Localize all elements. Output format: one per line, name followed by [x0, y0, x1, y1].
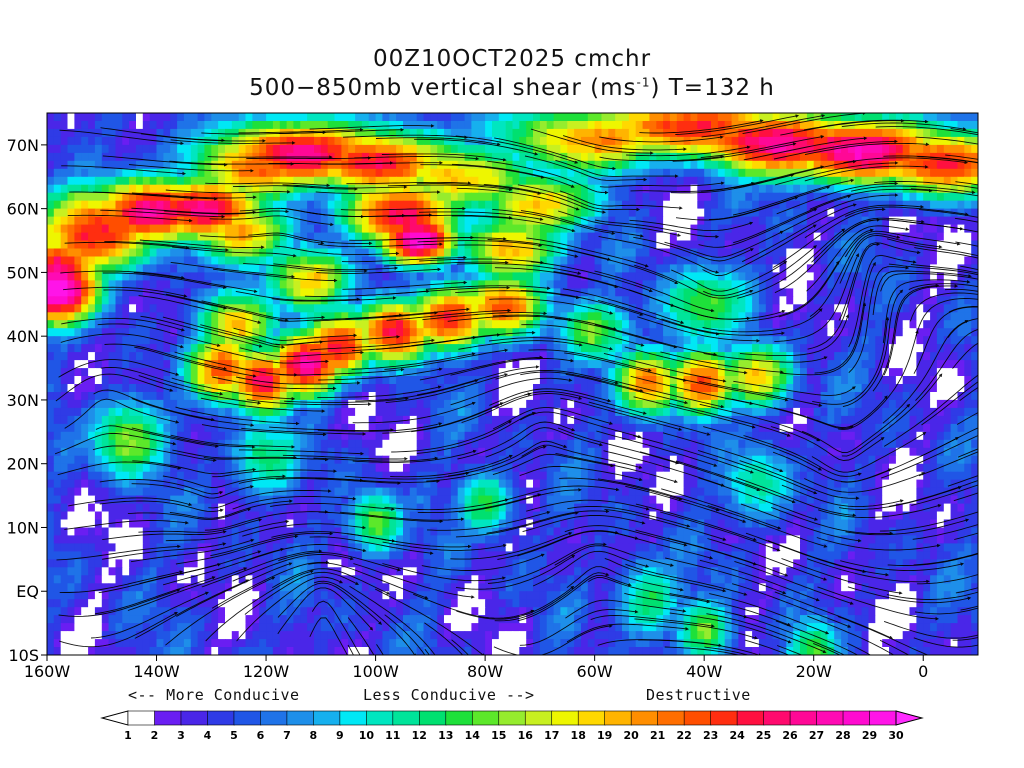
colorbar-swatch-16: [524, 710, 553, 726]
colorbar-swatch-22: [683, 710, 712, 726]
colorbar: 1 2 3 4 5 6 7 8 9 10 11 12 13 14 15 16 17 18 19 20 21 22 23 24 2…: [100, 710, 924, 742]
colorbar-swatch-15: [498, 710, 527, 726]
lat-tick-label: 30N: [7, 391, 39, 410]
colorbar-label: 22: [676, 729, 691, 742]
colorbar-swatch-8: [313, 710, 341, 726]
subtitle-unit-exponent: -1: [636, 75, 651, 90]
colorbar-label: 28: [835, 729, 850, 742]
colorbar-label: 19: [597, 729, 612, 742]
map-subtitle: 500−850mb vertical shear (ms-1) T=132 h: [0, 75, 1024, 101]
colorbar-swatch-1: [127, 710, 156, 726]
colorbar-label: 13: [438, 729, 453, 742]
colorbar-swatch-7: [286, 710, 315, 726]
lat-tick-label: 20N: [7, 455, 39, 474]
lat-tick-label: 70N: [7, 136, 39, 155]
colorbar-label: 6: [257, 729, 265, 742]
longitude-axis: 160W 140W 120W 100W 80W 60W 40W 20W 0: [24, 655, 928, 681]
colorbar-swatch-29: [869, 710, 897, 726]
colorbar-swatch-23: [710, 710, 738, 726]
colorbar-label: 8: [310, 729, 318, 742]
colorbar-label: 25: [756, 729, 771, 742]
colorbar-swatch-14: [471, 710, 500, 726]
colorbar-swatch-10: [366, 710, 394, 726]
colorbar-swatch-20: [630, 710, 659, 726]
colorbar-label: 18: [571, 729, 586, 742]
lon-tick-label: 140W: [133, 662, 180, 681]
colorbar-label: 7: [283, 729, 291, 742]
colorbar-swatch-24: [736, 710, 765, 726]
shear-field: [47, 113, 978, 655]
colorbar-label: 17: [544, 729, 559, 742]
latitude-axis: 70N 60N 50N 40N 30N 20N 10N EQ 10S: [7, 136, 47, 665]
colorbar-swatch-12: [419, 710, 447, 726]
lon-tick-label: 120W: [243, 662, 290, 681]
colorbar-swatch-28: [842, 710, 871, 726]
colorbar-label: 1: [124, 729, 132, 742]
lon-tick-label: 0: [918, 662, 928, 681]
colorbar-swatch-3: [180, 710, 209, 726]
map-title: 00Z10OCT2025 cmchr: [372, 46, 652, 72]
colorbar-swatch-19: [604, 710, 632, 726]
colorbar-label: 20: [624, 729, 640, 742]
colorbar-label: 26: [782, 729, 798, 742]
subtitle-text: 500−850mb vertical shear (ms: [249, 75, 637, 101]
colorbar-under-arrow: [100, 710, 129, 726]
colorbar-swatch-21: [657, 710, 685, 726]
lon-tick-label: 20W: [796, 662, 832, 681]
colorbar-swatch-27: [816, 710, 844, 726]
lon-tick-label: 40W: [686, 662, 722, 681]
lon-tick-label: 100W: [352, 662, 399, 681]
colorbar-label: 24: [729, 729, 745, 742]
colorbar-label: 14: [465, 729, 481, 742]
colorbar-label: 23: [703, 729, 718, 742]
colorbar-swatch-13: [445, 710, 474, 726]
colorbar-swatch-4: [207, 710, 235, 726]
more-conducive-note: <-- More Conducive: [128, 686, 300, 704]
lon-tick-label: 80W: [467, 662, 503, 681]
colorbar-label: 11: [385, 729, 400, 742]
colorbar-swatch-11: [392, 710, 421, 726]
colorbar-label: 4: [204, 729, 212, 742]
colorbar-swatch-18: [577, 710, 606, 726]
colorbar-label: 12: [412, 729, 427, 742]
subtitle-text-end: ) T=132 h: [650, 75, 775, 101]
colorbar-label: 30: [888, 729, 904, 742]
colorbar-label: 9: [336, 729, 344, 742]
lat-tick-label: 50N: [7, 263, 39, 282]
colorbar-label: 3: [177, 729, 185, 742]
lon-tick-label: 160W: [24, 662, 71, 681]
lon-tick-label: 60W: [577, 662, 613, 681]
colorbar-label: 21: [650, 729, 665, 742]
colorbar-swatch-25: [763, 710, 791, 726]
lat-tick-label: 40N: [7, 327, 39, 346]
colorbar-label: 27: [809, 729, 824, 742]
colorbar-swatch-2: [154, 710, 182, 726]
colorbar-swatch-17: [551, 710, 580, 726]
lat-tick-label: 10S: [8, 646, 39, 665]
destructive-note: Destructive: [646, 686, 751, 704]
lat-tick-label: 10N: [7, 518, 39, 537]
colorbar-label: 16: [518, 729, 534, 742]
colorbar-swatch-6: [260, 710, 288, 726]
lat-tick-label: EQ: [16, 582, 39, 601]
colorbar-label: 10: [359, 729, 375, 742]
colorbar-swatch-9: [339, 710, 368, 726]
colorbar-swatch-5: [233, 710, 262, 726]
colorbar-over-arrow: [895, 710, 924, 726]
lat-tick-label: 60N: [7, 200, 39, 219]
map-frame: [46, 112, 979, 656]
colorbar-label: 29: [862, 729, 877, 742]
colorbar-label: 15: [491, 729, 506, 742]
less-conducive-note: Less Conducive -->: [363, 686, 535, 704]
colorbar-label: 5: [230, 729, 238, 742]
colorbar-swatch-26: [789, 710, 818, 726]
colorbar-label: 2: [151, 729, 159, 742]
